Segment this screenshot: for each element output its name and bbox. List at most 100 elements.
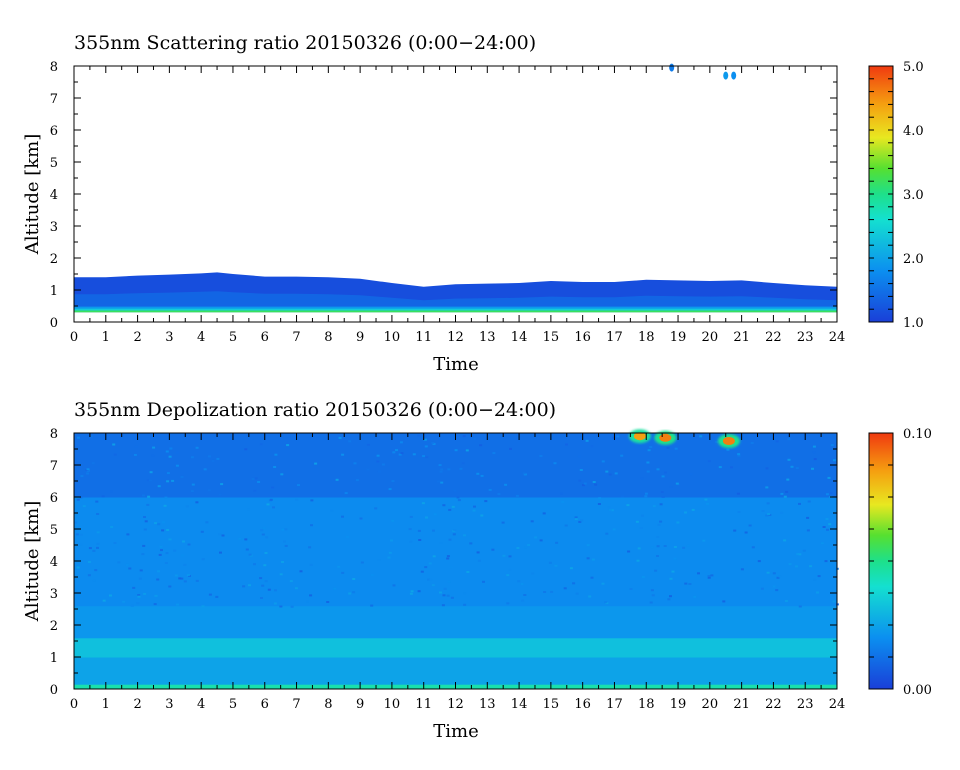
speckle: [136, 602, 140, 605]
speckle: [366, 468, 370, 471]
speckle: [517, 580, 521, 583]
x-tick-label: 5: [229, 330, 237, 345]
speckle: [289, 580, 293, 583]
speckle: [168, 538, 172, 541]
speckle: [553, 462, 557, 465]
speckle: [274, 453, 278, 456]
speckle: [180, 475, 184, 478]
speckle: [437, 480, 440, 483]
speckle: [348, 592, 352, 595]
speckle: [491, 548, 495, 551]
speckle: [137, 594, 141, 596]
x-tick-label: 11: [415, 330, 432, 345]
speckle: [659, 503, 663, 506]
speckle: [297, 484, 300, 487]
speckle: [443, 587, 447, 590]
x-tick-label: 22: [765, 330, 782, 345]
speckle: [264, 580, 268, 583]
speckle: [439, 591, 442, 594]
speckle: [531, 572, 535, 575]
speckle: [828, 523, 832, 526]
speckle: [253, 489, 257, 492]
speckle: [152, 446, 156, 449]
speckle: [480, 474, 484, 477]
speckle: [157, 485, 161, 488]
speckle: [390, 539, 393, 542]
speckle: [376, 460, 380, 463]
speckle: [813, 578, 817, 581]
speckle: [465, 449, 469, 452]
speckle: [248, 584, 251, 587]
surface-band: [74, 308, 837, 311]
speckle: [629, 588, 633, 590]
speckle: [221, 534, 225, 537]
speckle: [420, 570, 424, 573]
speckle: [391, 519, 395, 522]
speckle: [92, 549, 96, 552]
speckle: [306, 600, 309, 603]
x-tick-label: 19: [670, 697, 687, 712]
speckle: [161, 529, 165, 532]
speckle: [707, 576, 711, 579]
speckle: [466, 571, 470, 573]
speckle: [279, 605, 283, 608]
speckle: [524, 546, 528, 549]
speckle: [580, 519, 584, 522]
speckle: [795, 565, 798, 568]
speckle: [484, 500, 488, 503]
speckle: [391, 480, 395, 483]
speckle: [180, 577, 184, 580]
speckle: [408, 528, 412, 531]
colorbar-ticks: 0.10 0.00: [869, 427, 932, 698]
speckle: [588, 595, 592, 598]
speckle: [706, 502, 709, 505]
x-tick-label: 4: [197, 330, 205, 345]
speckle: [410, 590, 414, 593]
speckle: [261, 584, 265, 587]
speckle: [153, 603, 157, 606]
speckle: [785, 490, 789, 493]
speckle: [825, 493, 829, 496]
x-tick-label: 15: [543, 330, 560, 345]
speckle: [433, 513, 437, 516]
speckle: [370, 604, 374, 607]
speckle: [550, 590, 554, 593]
speckle: [574, 516, 578, 519]
speckle: [652, 505, 656, 508]
speckle: [381, 463, 385, 466]
speckle: [412, 453, 416, 456]
y-tick-label: 3: [50, 220, 58, 235]
speckle: [392, 584, 396, 587]
speckle: [579, 469, 583, 471]
speckle: [669, 486, 673, 488]
speckle: [527, 544, 531, 546]
speckle: [802, 549, 806, 552]
speckle: [594, 483, 598, 486]
speckle: [409, 540, 413, 543]
x-tick-label: 12: [447, 697, 464, 712]
speckle: [283, 540, 286, 543]
speckle: [448, 538, 452, 541]
speckle: [254, 477, 258, 480]
y-tick-label: 8: [50, 427, 58, 442]
speckle: [605, 470, 609, 473]
speckle: [811, 467, 814, 470]
speckle: [674, 434, 678, 437]
speckle: [109, 594, 112, 597]
speckle: [269, 498, 273, 501]
y-tick-label: 2: [50, 619, 58, 634]
cloud-patch: [723, 71, 729, 80]
speckle: [516, 547, 520, 549]
y-tick-label: 2: [50, 252, 58, 267]
speckle: [826, 528, 829, 531]
speckle: [497, 493, 501, 496]
speckle: [185, 505, 189, 508]
x-tick-label: 12: [447, 330, 464, 345]
x-tick-label: 10: [384, 330, 401, 345]
speckle: [266, 503, 270, 506]
speckle: [147, 495, 151, 498]
speckle: [261, 533, 265, 536]
y-tick-label: 8: [50, 60, 58, 75]
speckle: [816, 591, 819, 594]
speckle: [480, 514, 484, 517]
